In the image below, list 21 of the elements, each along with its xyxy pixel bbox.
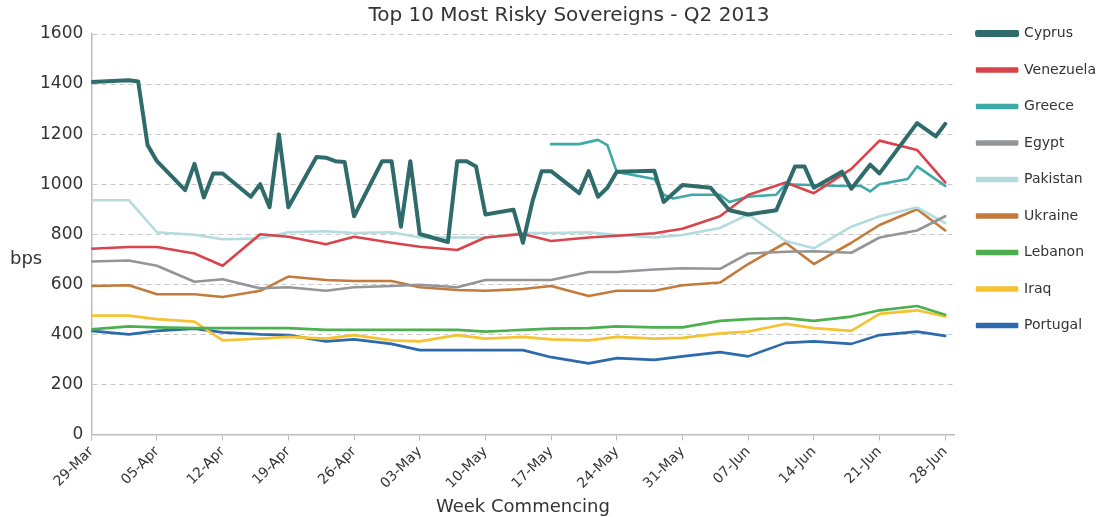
y-tick-label: 1000 — [40, 172, 84, 193]
legend-label: Cyprus — [1024, 24, 1073, 41]
y-tick-label: 400 — [50, 322, 84, 343]
y-tick-label: 1600 — [40, 22, 84, 43]
legend-label: Venezuela — [1024, 60, 1097, 77]
legend-label: Pakistan — [1024, 170, 1083, 187]
y-tick-label: 200 — [50, 372, 84, 393]
chart-title: Top 10 Most Risky Sovereigns - Q2 2013 — [367, 2, 770, 27]
y-tick-label: 1400 — [40, 72, 84, 93]
y-tick-label: 1200 — [40, 122, 84, 143]
legend-label: Iraq — [1024, 279, 1052, 296]
y-tick-label: 600 — [50, 272, 84, 293]
legend-label: Lebanon — [1024, 243, 1085, 260]
legend-label: Greece — [1024, 97, 1074, 114]
legend-label: Ukraine — [1024, 206, 1079, 223]
y-axis-title: bps — [10, 246, 43, 268]
y-tick-label: 0 — [72, 422, 84, 443]
legend-label: Egypt — [1024, 133, 1066, 150]
legend-label: Portugal — [1024, 316, 1083, 333]
x-axis-title: Week Commencing — [435, 494, 610, 516]
y-tick-label: 800 — [50, 222, 84, 243]
